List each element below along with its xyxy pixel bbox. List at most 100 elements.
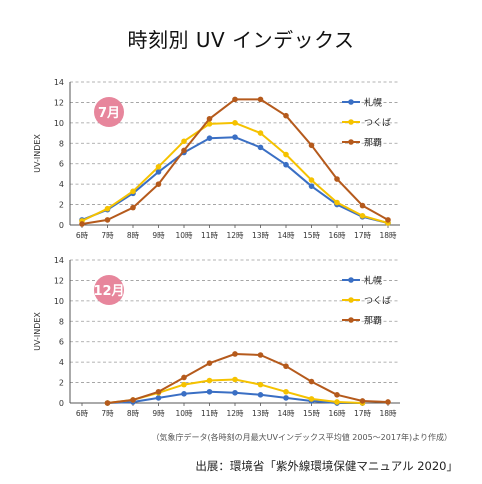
legend-label: 那覇 bbox=[364, 138, 382, 149]
data-point bbox=[181, 147, 187, 154]
legend-swatch-marker bbox=[348, 139, 354, 145]
data-point bbox=[359, 202, 366, 209]
y-tick-label: 4 bbox=[59, 358, 64, 367]
x-tick-label: 17時 bbox=[354, 231, 372, 240]
legend-label: つくば bbox=[364, 118, 391, 129]
data-point bbox=[181, 138, 187, 145]
y-tick-label: 8 bbox=[59, 317, 64, 326]
x-tick-label: 8時 bbox=[127, 409, 140, 418]
data-point bbox=[206, 115, 213, 122]
data-point bbox=[257, 381, 264, 388]
legend-label: 札幌 bbox=[364, 275, 382, 287]
data-point bbox=[232, 351, 238, 357]
x-tick-label: 9時 bbox=[152, 409, 165, 418]
legend-swatch-marker bbox=[348, 119, 354, 125]
data-point bbox=[181, 374, 187, 381]
x-tick-label: 15時 bbox=[303, 231, 321, 240]
month-badge: 7月 bbox=[94, 97, 124, 127]
data-point bbox=[385, 399, 391, 405]
uv-chart-december: 0 2 4 6 8 10 12 14 6時 7時 8時 9時 10時 11時 12時 13時 14時 15時 16時… bbox=[0, 250, 482, 420]
x-tick-label: 14時 bbox=[277, 409, 295, 418]
data-point bbox=[283, 112, 289, 119]
y-tick-label: 10 bbox=[54, 119, 64, 128]
data-point bbox=[334, 176, 340, 182]
data-point bbox=[257, 352, 264, 358]
data-point bbox=[308, 183, 315, 189]
y-tick-label: 6 bbox=[59, 160, 64, 169]
x-tick-label: 12時 bbox=[226, 231, 244, 240]
data-point bbox=[257, 392, 264, 398]
legend-label: つくば bbox=[364, 296, 391, 307]
data-point bbox=[181, 381, 187, 388]
y-tick-label: 2 bbox=[59, 201, 64, 210]
data-point bbox=[232, 134, 238, 140]
legend-label: 那覇 bbox=[364, 316, 382, 327]
x-tick-label: 16時 bbox=[328, 231, 346, 240]
uv-chart-july-svg: 0 2 4 6 8 10 12 14 6時 7時 8時 9時 10時 11時 12時 13時 14時 15時 16時… bbox=[33, 78, 400, 240]
y-axis-label: UV-INDEX bbox=[33, 312, 42, 351]
data-point bbox=[385, 217, 391, 223]
y-tick-label: 14 bbox=[54, 256, 64, 265]
x-tick-label: 13時 bbox=[252, 231, 270, 240]
y-tick-label: 8 bbox=[59, 139, 64, 148]
data-point bbox=[155, 169, 162, 175]
data-point bbox=[206, 121, 213, 127]
x-tick-label: 7時 bbox=[101, 231, 114, 240]
uv-chart-december-svg: 0 2 4 6 8 10 12 14 6時 7時 8時 9時 10時 11時 12時 13時 14時 15時 16時… bbox=[33, 256, 400, 418]
data-point bbox=[308, 378, 315, 385]
data-point bbox=[283, 151, 289, 158]
y-tick-label: 12 bbox=[54, 98, 64, 107]
data-point bbox=[79, 221, 85, 227]
source-credit: 出展：環境省「紫外線環境保健マニュアル 2020」 bbox=[195, 459, 458, 473]
x-tick-label: 17時 bbox=[354, 409, 372, 418]
x-tick-label: 13時 bbox=[252, 409, 270, 418]
data-point bbox=[308, 396, 315, 402]
x-tick-label: 14時 bbox=[277, 231, 295, 240]
x-tick-label: 12時 bbox=[226, 409, 244, 418]
x-tick-label: 10時 bbox=[175, 409, 193, 418]
month-badge-circle bbox=[94, 275, 124, 305]
data-point bbox=[257, 144, 264, 151]
x-tick-label: 18時 bbox=[379, 409, 397, 418]
y-tick-label: 6 bbox=[59, 338, 64, 347]
data-point bbox=[257, 130, 264, 136]
legend-swatch-marker bbox=[348, 297, 354, 303]
y-tick-label: 0 bbox=[59, 399, 64, 408]
data-point bbox=[283, 363, 289, 370]
data-point bbox=[232, 389, 238, 396]
month-badge: 12月 bbox=[93, 275, 125, 305]
y-tick-label: 0 bbox=[59, 221, 64, 230]
data-point bbox=[181, 391, 187, 397]
x-tick-label: 10時 bbox=[175, 231, 193, 240]
data-point bbox=[104, 217, 111, 223]
data-point bbox=[359, 213, 366, 219]
data-point bbox=[334, 399, 340, 405]
y-tick-label: 4 bbox=[59, 180, 64, 189]
data-point bbox=[359, 398, 366, 404]
month-badge-label: 12月 bbox=[93, 284, 124, 299]
data-point bbox=[283, 395, 289, 401]
data-point bbox=[155, 395, 162, 401]
data-point bbox=[334, 199, 340, 206]
x-tick-label: 7時 bbox=[101, 409, 114, 418]
month-badge-circle bbox=[94, 97, 124, 127]
series-line bbox=[107, 353, 389, 404]
data-point bbox=[232, 96, 238, 103]
data-point bbox=[206, 388, 213, 395]
data-point bbox=[130, 188, 136, 195]
data-point bbox=[257, 96, 264, 103]
y-axis-label: UV-INDEX bbox=[33, 134, 42, 173]
page-title: 時刻別 UV インデックス bbox=[127, 28, 355, 52]
x-tick-label: 16時 bbox=[328, 409, 346, 418]
month-badge-label: 7月 bbox=[98, 106, 120, 121]
x-tick-label: 18時 bbox=[379, 231, 397, 240]
data-point bbox=[130, 397, 136, 403]
legend-label: 札幌 bbox=[364, 97, 382, 109]
data-point bbox=[104, 400, 111, 406]
data-point bbox=[155, 181, 162, 187]
data-source-note: （気象庁データ(各時刻の月最大UVインデックス平均値 2005～2017年)より… bbox=[151, 433, 452, 442]
y-tick-label: 2 bbox=[59, 379, 64, 388]
x-tick-label: 15時 bbox=[303, 409, 321, 418]
data-point bbox=[104, 205, 111, 212]
data-point bbox=[334, 392, 340, 398]
